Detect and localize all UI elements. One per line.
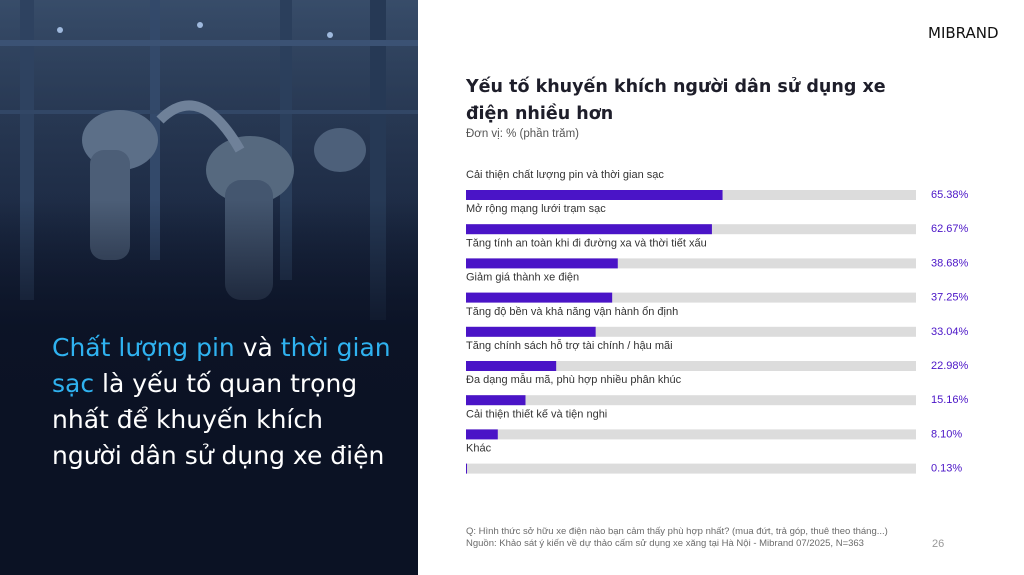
bar-track xyxy=(466,429,916,440)
brand-logo: MIBRAND xyxy=(928,24,999,42)
bar-track xyxy=(466,395,916,406)
bar xyxy=(466,224,712,235)
headline-highlight-charging: thời gian sạc xyxy=(52,333,391,398)
category-label: Giảm giá thành xe điện xyxy=(466,272,579,284)
chart-unit-label: Đơn vị: % (phần trăm) xyxy=(466,128,579,140)
bar-track xyxy=(466,258,916,269)
category-label: Tăng tính an toàn khi đi đường xa và thờ… xyxy=(466,237,707,249)
bar-track xyxy=(466,326,916,337)
category-label: Đa dạng mẫu mã, phù hợp nhiều phân khúc xyxy=(466,373,682,386)
survey-question: Q: Hình thức sở hữu xe điện nào bạn cảm … xyxy=(466,526,888,537)
category-label: Khác xyxy=(466,443,492,455)
value-label: 33.04% xyxy=(931,326,969,338)
category-label: Tăng chính sách hỗ trợ tài chính / hậu m… xyxy=(466,339,673,352)
bar xyxy=(466,395,526,406)
headline-rest: là yếu tố quan trọng nhất để khuyến khíc… xyxy=(52,369,385,470)
key-insight-headline: Chất lượng pin và thời gian sạc là yếu t… xyxy=(52,330,392,474)
hero-image-panel: Chất lượng pin và thời gian sạc là yếu t… xyxy=(0,0,418,575)
headline-connector: và xyxy=(234,333,281,362)
bar xyxy=(466,463,467,474)
bar-track xyxy=(466,463,916,474)
category-label: Cải thiện chất lượng pin và thời gian sạ… xyxy=(466,169,664,181)
category-label: Tăng độ bền và khả năng vận hành ổn định xyxy=(466,306,678,318)
category-label: Mở rộng mạng lưới trạm sạc xyxy=(466,203,606,215)
value-label: 22.98% xyxy=(931,360,969,372)
value-label: 37.25% xyxy=(931,292,969,304)
value-label: 65.38% xyxy=(931,189,969,201)
bar xyxy=(466,258,618,269)
bar xyxy=(466,326,596,337)
value-label: 62.67% xyxy=(931,223,969,235)
chart-title: Yếu tố khuyến khích người dân sử dụng xe… xyxy=(466,77,886,124)
bar xyxy=(466,429,498,440)
bar-track xyxy=(466,292,916,303)
chart-footnote: Q: Hình thức sở hữu xe điện nào bạn cảm … xyxy=(466,526,926,550)
image-overlay xyxy=(0,200,418,575)
bar xyxy=(466,190,723,200)
value-label: 15.16% xyxy=(931,394,969,406)
bar xyxy=(466,292,613,303)
value-label: 38.68% xyxy=(931,257,969,269)
data-source: Nguồn: Khảo sát ý kiến về dự thảo cấm sử… xyxy=(466,538,864,549)
value-label: 8.10% xyxy=(931,428,962,440)
value-label: 0.13% xyxy=(931,463,962,475)
page-number: 26 xyxy=(932,538,945,550)
category-label: Cải thiện thiết kế và tiện nghi xyxy=(466,408,607,420)
bar-track xyxy=(466,361,916,371)
headline-highlight-battery: Chất lượng pin xyxy=(52,333,235,362)
bar xyxy=(466,361,557,371)
